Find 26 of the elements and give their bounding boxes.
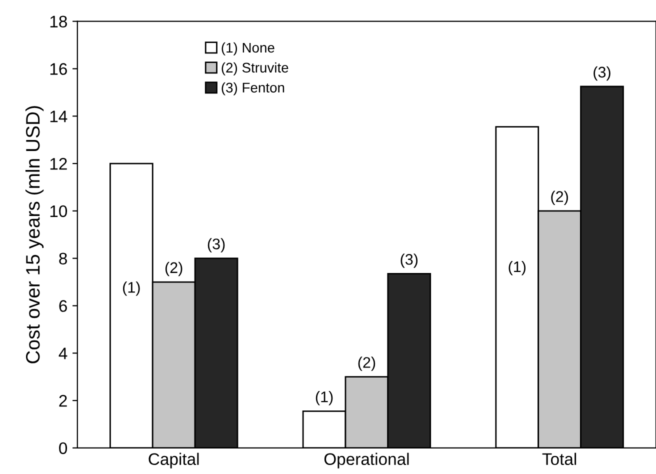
- legend-label: (2) Struvite: [222, 62, 288, 76]
- annotation: (3): [400, 254, 418, 268]
- annotation: (1): [508, 260, 526, 276]
- y-tick-label: 18: [50, 16, 67, 28]
- annotation: (1): [123, 282, 140, 296]
- annotation: (2): [165, 262, 182, 276]
- y-axis-title: Cost over 15 years (mln USD): [25, 106, 44, 364]
- y-tick-label: 14: [50, 110, 68, 122]
- y-tick-label: 10: [50, 205, 68, 218]
- annotation: (2): [551, 190, 568, 206]
- y-tick-label: 6: [59, 300, 67, 312]
- y-tick-label: 12: [50, 158, 67, 170]
- annotation: (1): [316, 391, 333, 406]
- y-tick-label: 2: [59, 394, 67, 407]
- x-tick-label: Total: [542, 452, 576, 466]
- annotation: (2): [358, 356, 376, 371]
- y-tick-label: 16: [50, 63, 67, 75]
- annotation: (3): [208, 238, 225, 252]
- y-tick-label: 0: [59, 442, 68, 454]
- annotation: (3): [594, 66, 610, 81]
- y-tick-label: 8: [59, 252, 67, 265]
- y-tick-label: 4: [58, 348, 68, 360]
- x-tick-label: Capital: [148, 452, 199, 468]
- legend-label: (3) Fenton: [222, 82, 284, 96]
- legend-label: (1) None: [222, 42, 274, 56]
- x-tick-label: Operational: [324, 452, 409, 468]
